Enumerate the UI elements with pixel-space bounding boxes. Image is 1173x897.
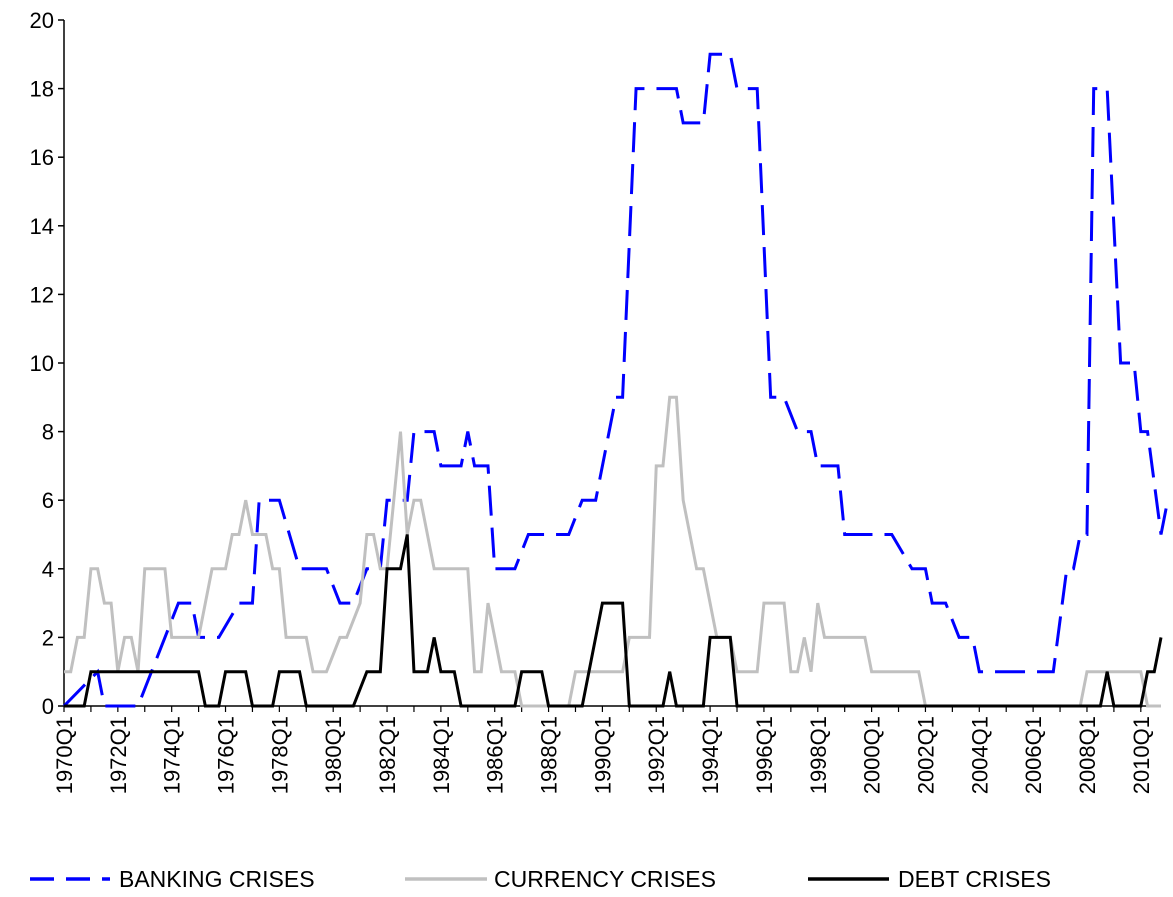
x-tick-label: 1996Q1: [752, 716, 777, 794]
y-tick-label: 0: [42, 694, 54, 719]
x-tick-label: 1992Q1: [644, 716, 669, 794]
x-tick-label: 1998Q1: [806, 716, 831, 794]
x-tick-label: 2006Q1: [1021, 716, 1046, 794]
legend-label-debt-crises: DEBT CRISES: [898, 866, 1051, 892]
x-tick-label: 2010Q1: [1129, 716, 1154, 794]
x-tick-label: 1978Q1: [267, 716, 292, 794]
y-tick-label: 16: [30, 145, 54, 170]
x-tick-label: 1970Q1: [52, 716, 77, 794]
y-tick-label: 8: [42, 420, 54, 445]
x-tick-label: 1984Q1: [429, 716, 454, 794]
x-tick-label: 2004Q1: [967, 716, 992, 794]
x-tick-label: 2002Q1: [913, 716, 938, 794]
y-tick-label: 6: [42, 488, 54, 513]
y-tick-label: 2: [42, 625, 54, 650]
series-line-banking-crises: [62, 52, 1170, 708]
y-tick-label: 12: [30, 282, 54, 307]
x-tick-label: 1980Q1: [321, 716, 346, 794]
legend-label-currency-crises: CURRENCY CRISES: [494, 866, 716, 892]
series-line-debt-crises: [64, 534, 1163, 708]
y-tick-label: 4: [42, 557, 54, 582]
x-tick-label: 1988Q1: [537, 716, 562, 794]
x-tick-label: 1982Q1: [375, 716, 400, 794]
legend: BANKING CRISES CURRENCY CRISES DEBT CRISES: [30, 866, 1051, 892]
series-line-currency-crises: [64, 395, 1161, 708]
legend-label-banking-crises: BANKING CRISES: [119, 866, 315, 892]
x-tick-label: 2008Q1: [1075, 716, 1100, 794]
y-tick-label: 14: [30, 214, 54, 239]
x-tick-label: 1972Q1: [106, 716, 131, 794]
x-axis-ticks: 1970Q1 1972Q1 1974Q1 1976Q1 1978Q1 1980Q1 1982…: [52, 706, 1154, 794]
x-tick-label: 1974Q1: [160, 716, 185, 794]
y-tick-label: 18: [30, 77, 54, 102]
x-tick-label: 2000Q1: [860, 716, 885, 794]
x-tick-label: 1994Q1: [698, 716, 723, 794]
x-tick-label: 1986Q1: [483, 716, 508, 794]
x-tick-label: 1976Q1: [214, 716, 239, 794]
y-axis-ticks: 0 2 4 6 8 10 12 14 16 18 20: [30, 8, 64, 719]
series-lines: [62, 52, 1170, 708]
y-tick-label: 20: [30, 8, 54, 33]
y-tick-label: 10: [30, 351, 54, 376]
x-tick-label: 1990Q1: [590, 716, 615, 794]
